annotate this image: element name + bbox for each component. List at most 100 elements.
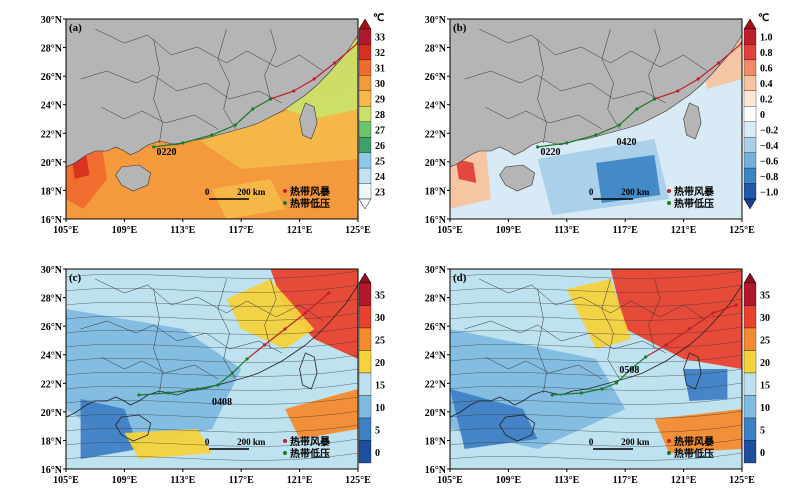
colorbar-segment (358, 305, 372, 329)
colorbar-segment (743, 137, 757, 153)
colorbar-tick-label: 0 (760, 110, 765, 121)
colorbar-segment (358, 282, 372, 306)
colorbar-tick-label: 15 (375, 380, 385, 391)
track-point (717, 61, 721, 65)
x-tick-label: 125°E (729, 475, 755, 486)
colorbar-segment (743, 121, 757, 138)
colorbar-segment (743, 372, 757, 396)
x-tick-label: 105°E (437, 225, 463, 236)
y-tick-label: 16°N (41, 215, 63, 226)
track-point (303, 311, 308, 315)
taiwan-island (299, 352, 318, 390)
track-point (696, 77, 700, 81)
colorbar-arrow-bottom (743, 198, 757, 210)
coastline (66, 269, 358, 418)
track-point (617, 123, 621, 127)
colorbar-arrow-bottom (358, 198, 372, 210)
track-time-label: 0508 (619, 365, 639, 376)
legend-depression-label: 热带低压 (674, 197, 714, 210)
track-depression (552, 356, 647, 396)
y-tick-label: 30°N (425, 15, 447, 26)
y-tick-label: 24°N (41, 101, 63, 112)
legend-storm-label: 热带风暴 (290, 435, 331, 448)
province-border (648, 28, 661, 100)
y-tick-label: 16°N (425, 215, 447, 226)
x-tick-label: 109°E (112, 225, 138, 236)
track-point (565, 141, 569, 145)
x-tick-label: 105°E (53, 475, 79, 486)
track-point (676, 89, 680, 93)
track-point (327, 291, 331, 295)
colorbar-segment (743, 152, 757, 169)
colorbar-segment (358, 417, 372, 441)
province-border (464, 70, 667, 104)
taiwan-island (683, 102, 702, 140)
map-frame (449, 18, 743, 220)
x-tick-label: 113°E (554, 225, 579, 236)
x-tick-label: 121°E (671, 475, 697, 486)
province-border (648, 278, 661, 350)
x-tick-label: 117°E (229, 475, 254, 486)
colorbar-segment (358, 183, 372, 200)
y-tick-label: 28°N (425, 294, 447, 305)
field-patch (566, 279, 631, 349)
colorbar-tick-label: 29 (375, 95, 385, 106)
colorbar-tick-label: 35 (760, 290, 770, 301)
track-point (664, 343, 668, 347)
y-tick-label: 26°N (41, 322, 63, 333)
colorbar-arrow-top (743, 18, 757, 30)
legend-depression-label: 热带低压 (290, 197, 330, 210)
colorbar-segment (743, 440, 757, 464)
colorbar-tick-label: 25 (760, 335, 770, 346)
scale-zero: 0 (205, 437, 210, 447)
x-tick-label: 121°E (287, 225, 313, 236)
province-border (80, 320, 283, 354)
colorbar-tick-label: 24 (375, 172, 385, 183)
streamline (450, 410, 742, 419)
y-tick-label: 26°N (425, 322, 447, 333)
scale-unit: 200 km (237, 437, 266, 447)
track-point (152, 145, 156, 149)
colorbar: 35 30 25 20 15 10 5 0 (743, 272, 770, 464)
x-tick-label: 113°E (554, 475, 579, 486)
colorbar-segment (743, 28, 757, 45)
hainan-island (115, 164, 152, 192)
y-tick-label: 20°N (41, 158, 63, 169)
province-border (601, 28, 620, 130)
y-tick-label: 30°N (425, 265, 447, 276)
track-point (629, 367, 633, 371)
province-border (217, 278, 236, 380)
legend-depression-marker (667, 201, 671, 205)
colorbar-segment (743, 59, 757, 76)
colorbar-segment (358, 90, 372, 107)
panel-label: (a) (69, 22, 82, 34)
scale-unit: 200 km (237, 187, 266, 197)
colorbar-tick-label: 33 (375, 33, 385, 44)
map-frame (65, 268, 359, 470)
colorbar-tick-label: 30 (375, 79, 385, 90)
track-point (216, 383, 220, 387)
x-tick-label: 125°E (345, 475, 371, 486)
x-tick-label: 121°E (671, 225, 697, 236)
colorbar-tick-label: 0 (760, 448, 765, 459)
track-time-label-2: 0420 (616, 137, 636, 148)
colorbar-tick-label: 31 (375, 64, 385, 75)
streamline (66, 312, 358, 321)
streamline (66, 326, 358, 335)
track-point (137, 393, 141, 397)
legend-storm-label: 热带风暴 (674, 435, 715, 448)
streamline (450, 368, 742, 377)
track-point (333, 61, 337, 65)
legend-storm-marker (283, 189, 287, 193)
colorbar-tick-label: 26 (375, 141, 385, 152)
colorbar-tick-label: 30 (760, 313, 770, 324)
colorbar-segment (743, 417, 757, 441)
colorbar-tick-label: 23 (375, 187, 385, 198)
colorbar-tick-label: 25 (375, 335, 385, 346)
colorbar-tick-label: −0.4 (760, 141, 778, 152)
legend-depression-label: 热带低压 (674, 447, 714, 460)
map-frame (65, 18, 359, 220)
colorbar-segment (358, 75, 372, 91)
colorbar-tick-label: 0.8 (760, 48, 773, 59)
